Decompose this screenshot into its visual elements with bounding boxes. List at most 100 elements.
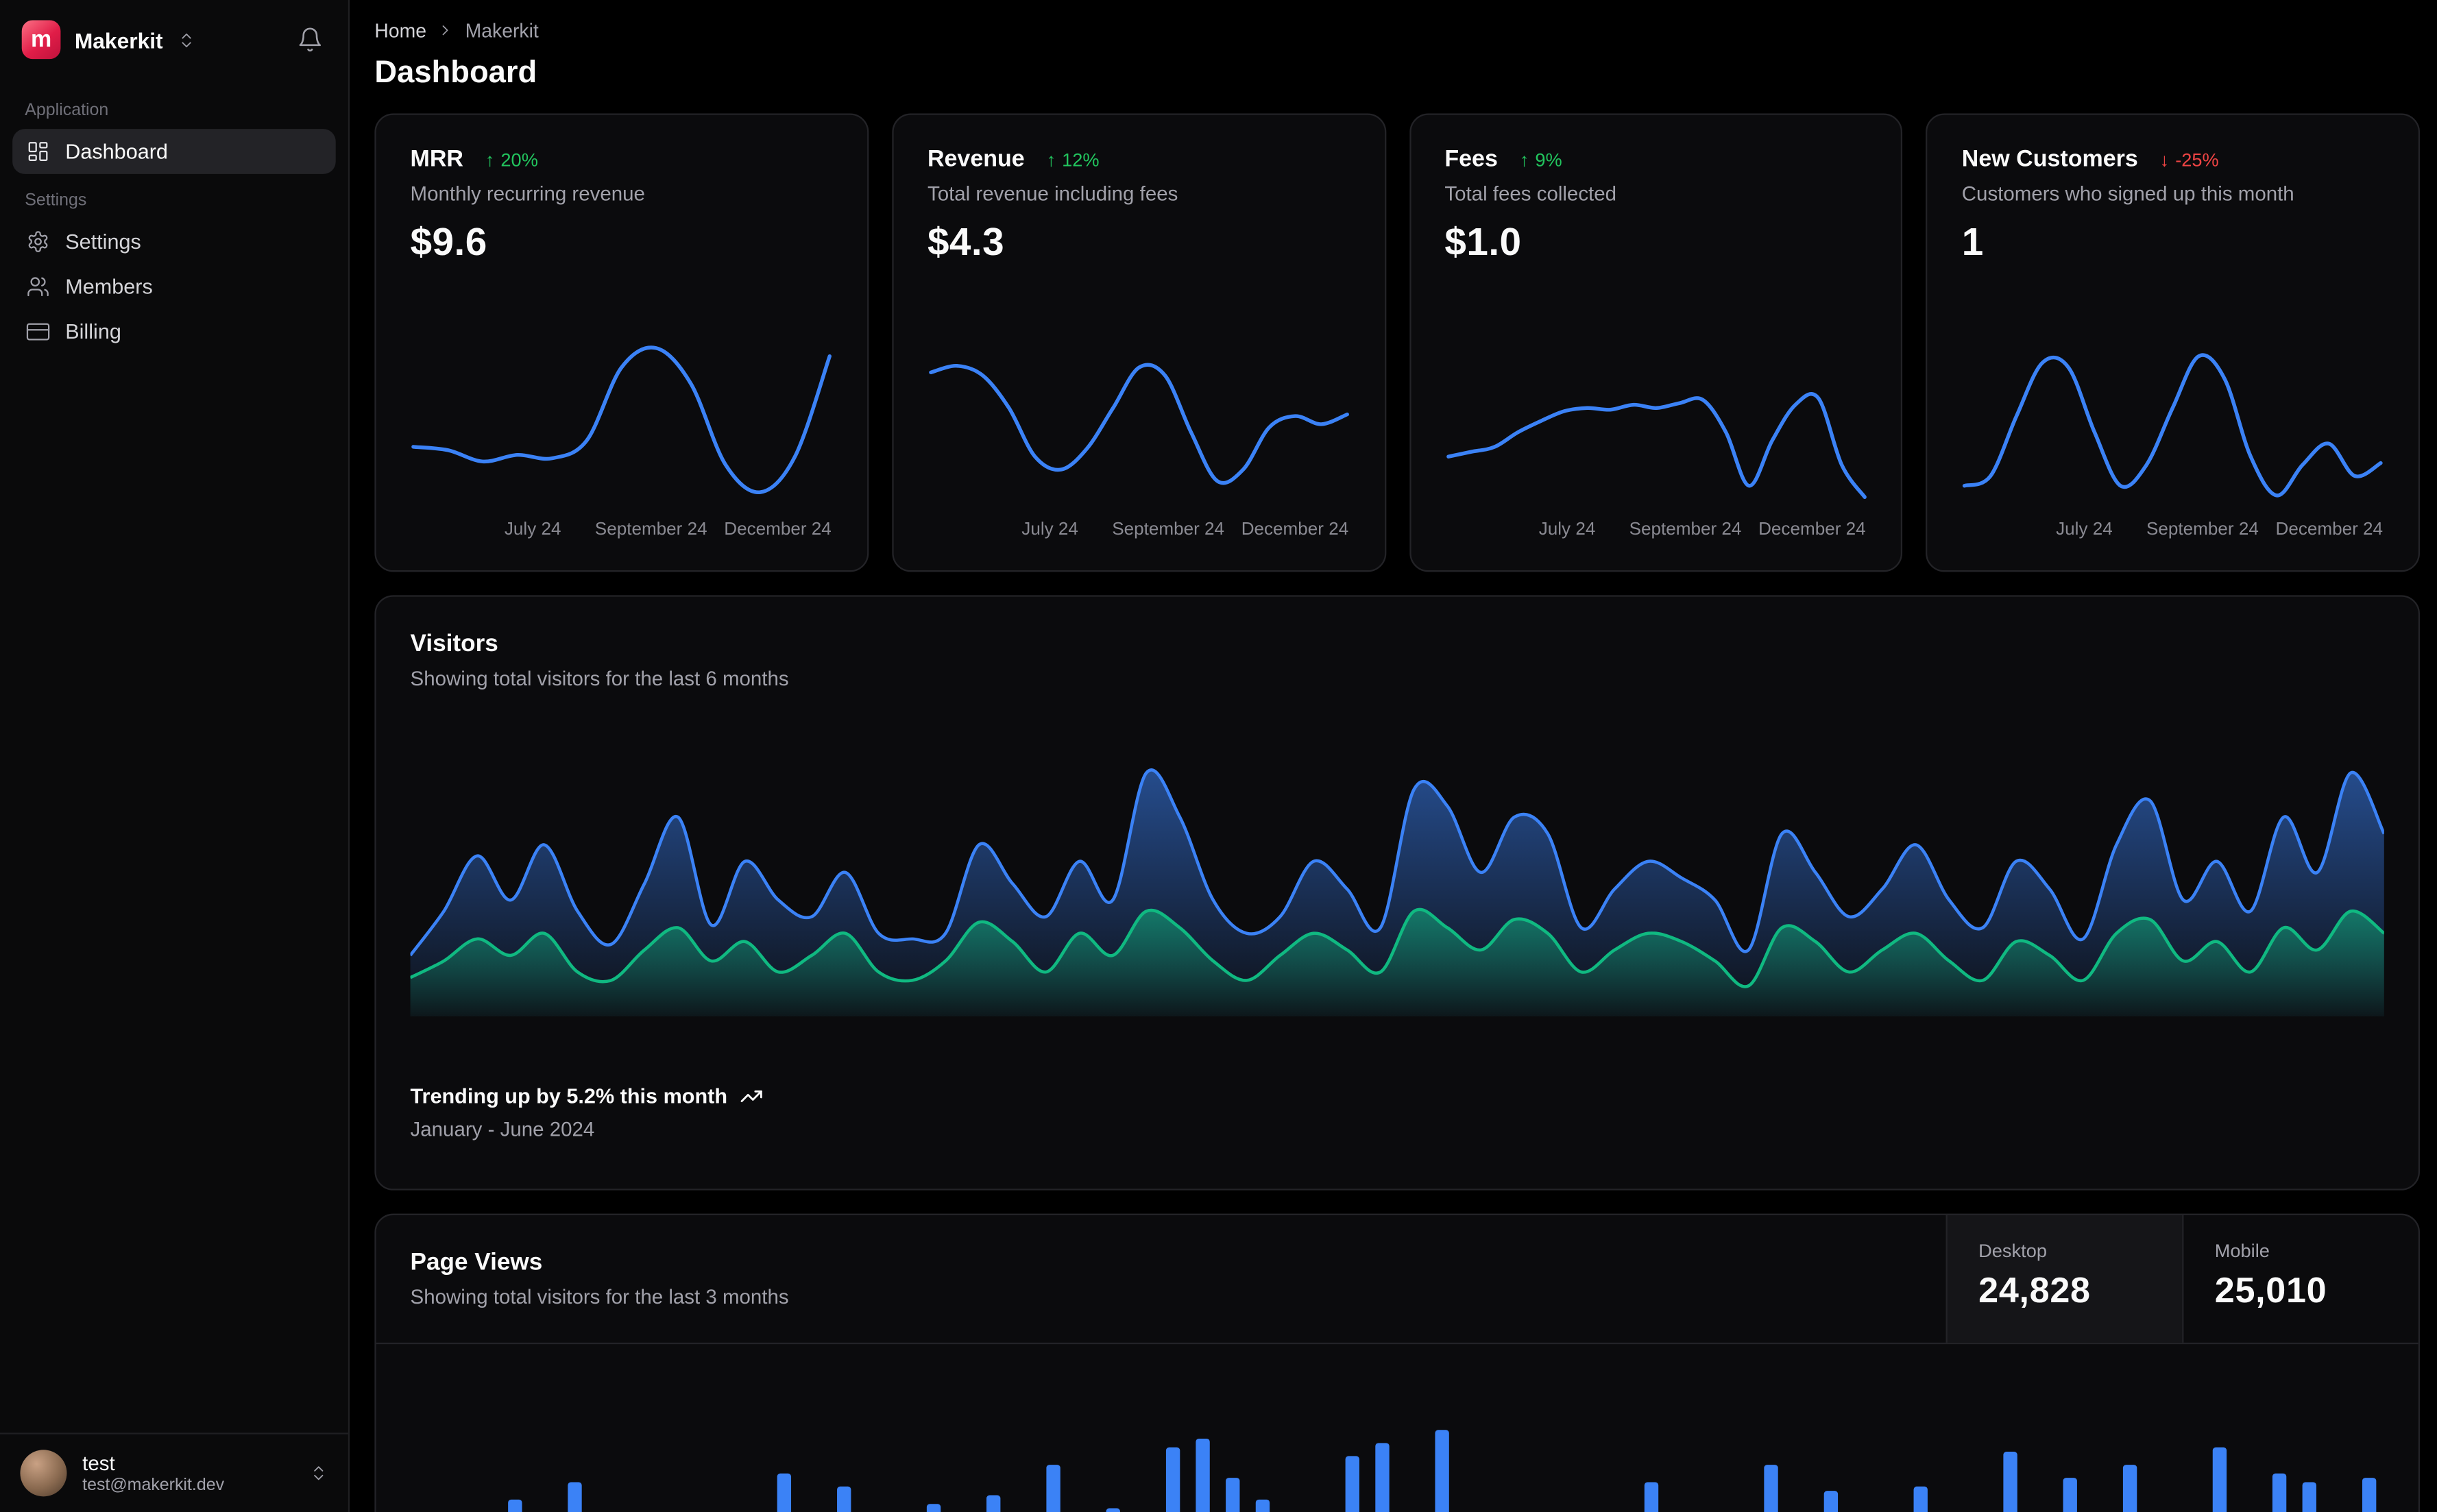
toggle-mobile[interactable]: Mobile 25,010 [2182,1215,2418,1343]
breadcrumb-current: Makerkit [465,19,539,42]
page-title: Dashboard [374,56,537,90]
page-views-chart-wrap [376,1344,2418,1512]
avatar [20,1450,67,1497]
stat-card-mrr: MRR ↑ 20% Monthly recurring revenue $9.6… [374,113,869,572]
stat-change-value: 20% [500,148,538,171]
stat-change-value: 12% [1062,148,1100,171]
stat-head: Fees ↑ 9% [1444,146,1867,173]
trend-arrow-icon: ↓ [2159,148,2170,171]
fees-sparkline-chart [1444,331,1867,515]
notifications-button[interactable] [294,23,327,56]
user-info: test test@makerkit.dev [82,1451,224,1496]
stat-value: 1 [1961,220,1984,265]
nav-section-settings: Settings [25,191,87,210]
gear-icon [28,231,48,252]
sidebar-item-label: Dashboard [65,140,168,164]
page-views-header: Page Views Showing total visitors for th… [376,1215,2418,1345]
stat-change-badge: ↑ 9% [1520,149,1562,171]
page-views-card: Page Views Showing total visitors for th… [374,1213,2421,1512]
visitors-title: Visitors [410,631,498,658]
user-email: test@makerkit.dev [82,1476,225,1495]
desktop-value: 24,828 [1978,1269,2091,1310]
stat-description: Total fees collected [1444,182,1617,206]
users-icon [27,277,49,297]
visitors-trend: Trending up by 5.2% this month [411,1085,2384,1108]
sparkline-wrap: July 24 September 24 December 24 [927,331,1350,546]
mobile-label: Mobile [2214,1240,2270,1262]
x-axis-label: July 24 [1538,520,1596,539]
stat-change-badge: ↑ 20% [485,149,538,171]
x-axis-labels: July 24 September 24 December 24 [1444,521,1867,546]
trend-arrow-icon: ↑ [1046,148,1056,171]
page-views-titles: Page Views Showing total visitors for th… [376,1215,1946,1343]
chevrons-up-down-icon [177,30,195,49]
credit-card-icon [26,323,50,341]
trend-arrow-icon: ↑ [485,148,495,171]
x-axis-label: December 24 [1241,520,1349,539]
new-customers-sparkline-chart [1962,331,2384,515]
stat-value: $9.6 [410,220,487,265]
stat-change-value: -25% [2175,148,2219,171]
x-axis-labels: July 24 September 24 December 24 [927,521,1350,546]
sidebar-header: m Makerkit [0,0,348,75]
trending-up-icon [740,1090,762,1103]
stat-title: New Customers [1961,146,2138,173]
x-axis-label: September 24 [2146,520,2259,539]
stat-card-fees: Fees ↑ 9% Total fees collected $1.0 July… [1409,113,1903,572]
sidebar-item-label: Settings [65,230,141,254]
sidebar-item-billing[interactable]: Billing [12,309,336,354]
stat-cards-row: MRR ↑ 20% Monthly recurring revenue $9.6… [374,113,2421,572]
stat-value: $4.3 [927,220,1005,265]
visitors-period: January - June 2024 [410,1117,595,1141]
x-axis-label: July 24 [504,520,561,539]
breadcrumb-home[interactable]: Home [374,19,426,42]
page-views-bar-chart [508,1430,2377,1512]
stat-card-new-customers: New Customers ↓ -25% Customers who signe… [1926,113,2421,572]
sparkline-wrap: July 24 September 24 December 24 [411,331,833,546]
sidebar-item-members[interactable]: Members [12,264,336,309]
stat-title: Revenue [927,146,1025,173]
x-axis-label: July 24 [2056,520,2113,539]
user-menu[interactable]: test test@makerkit.dev [0,1432,348,1512]
workspace-selector[interactable]: m Makerkit [21,20,196,60]
revenue-sparkline-chart [927,331,1350,515]
stat-change-badge: ↑ 12% [1046,149,1099,171]
stat-value: $1.0 [1444,220,1522,265]
dashboard-grid-icon [28,142,48,161]
x-axis-label: December 24 [2275,520,2384,539]
stat-change-badge: ↓ -25% [2160,149,2219,171]
stat-description: Monthly recurring revenue [410,182,645,206]
stat-head: MRR ↑ 20% [411,146,833,173]
stat-head: New Customers ↓ -25% [1962,146,2384,173]
x-axis-label: July 24 [1021,520,1078,539]
sidebar-nav: Application Dashboard Settings Settings … [0,75,348,1433]
stat-title: Fees [1444,146,1498,173]
sparkline-wrap: July 24 September 24 December 24 [1962,331,2384,546]
sidebar-item-label: Billing [65,320,121,344]
sidebar-item-label: Members [65,275,153,299]
stat-title: MRR [410,146,464,173]
x-axis-label: December 24 [1758,520,1866,539]
x-axis-labels: July 24 September 24 December 24 [1962,521,2384,546]
logo-letter: m [30,26,52,53]
stat-head: Revenue ↑ 12% [927,146,1350,173]
x-axis-label: September 24 [1629,520,1742,539]
breadcrumb: Home Makerkit [374,19,2420,42]
visitors-card: Visitors Showing total visitors for the … [374,595,2421,1191]
mrr-sparkline-chart [411,331,833,515]
page-views-subtitle: Showing total visitors for the last 3 mo… [410,1284,789,1308]
chevron-right-icon [443,25,449,36]
visitors-area-chart [410,724,2384,1016]
sidebar-item-settings[interactable]: Settings [12,219,336,265]
x-axis-labels: July 24 September 24 December 24 [411,521,833,546]
x-axis-label: September 24 [594,520,707,539]
main-content: Home Makerkit Dashboard MRR ↑ 20% Monthl… [351,0,2437,1512]
sidebar: m Makerkit Application Dashboard Setting… [0,0,350,1512]
toggle-desktop[interactable]: Desktop 24,828 [1945,1215,2183,1343]
stat-description: Customers who signed up this month [1961,182,2294,206]
sidebar-item-dashboard[interactable]: Dashboard [12,129,336,174]
visitors-subtitle: Showing total visitors for the last 6 mo… [410,666,789,690]
makerkit-logo: m [21,20,61,60]
x-axis-label: September 24 [1112,520,1225,539]
